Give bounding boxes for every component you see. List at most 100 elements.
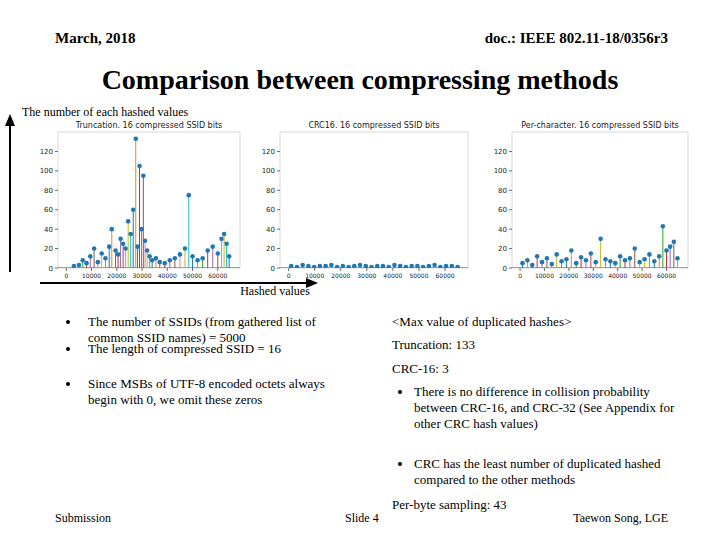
x-tick [314, 268, 315, 271]
stem [133, 210, 134, 268]
data-group [512, 224, 688, 268]
stem [115, 251, 116, 268]
marker [664, 248, 669, 253]
marker [520, 261, 525, 266]
y-tick-label: 100 [494, 167, 507, 175]
marker [540, 260, 545, 265]
y-tick [509, 151, 512, 152]
marker [306, 264, 311, 268]
y-tick [277, 170, 280, 171]
x-tick [593, 268, 594, 271]
x-tick [418, 268, 419, 271]
marker [109, 227, 114, 232]
x-tick [617, 268, 618, 271]
marker [375, 264, 380, 268]
x-tick-label: 0 [287, 272, 291, 279]
marker [598, 237, 603, 242]
y-arrow-line [9, 124, 11, 272]
x-tick-label: 50000 [183, 272, 202, 279]
marker [329, 263, 334, 268]
y-tick [55, 151, 58, 152]
header-doc: doc.: IEEE 802.11-18/0356r3 [485, 30, 668, 46]
x-tick-label: 60000 [436, 272, 455, 279]
marker [637, 260, 642, 265]
marker [215, 251, 220, 256]
stem [600, 239, 601, 268]
marker [647, 252, 652, 257]
marker [190, 254, 195, 259]
header-date: March, 2018 [55, 30, 136, 46]
marker [186, 193, 191, 198]
x-tick [66, 268, 67, 271]
y-tick [55, 229, 58, 230]
marker [195, 258, 200, 263]
y-tick-label: 60 [44, 206, 53, 214]
marker [318, 264, 323, 268]
stem [135, 139, 136, 268]
stem [125, 249, 126, 268]
y-tick [509, 190, 512, 191]
x-tick [544, 268, 545, 271]
marker [205, 248, 210, 253]
axis-arrows [5, 114, 318, 288]
marker [346, 265, 351, 268]
x-tick [340, 268, 341, 271]
marker [116, 252, 121, 257]
x-arrow-head [306, 278, 318, 288]
stem [130, 234, 131, 268]
marker [118, 237, 123, 242]
marker [432, 263, 437, 268]
marker [427, 264, 432, 268]
stem [571, 251, 572, 268]
y-caption: The number of each hashed values [22, 105, 188, 119]
stem [207, 251, 208, 268]
marker [96, 260, 101, 265]
marker [525, 258, 530, 263]
marker [113, 248, 118, 253]
y-tick [509, 248, 512, 249]
marker [415, 264, 420, 268]
marker [131, 207, 136, 212]
marker [559, 259, 564, 264]
x-tick [91, 268, 92, 271]
marker [289, 264, 294, 268]
stem [662, 226, 663, 268]
marker [222, 232, 227, 237]
bullet [66, 347, 70, 351]
chart-title: CRC16. 16 compressed SSID bits [308, 121, 439, 130]
x-tick [192, 268, 193, 271]
marker [99, 251, 104, 256]
y-tick [277, 268, 280, 269]
x-tick [392, 268, 393, 271]
marker [323, 264, 328, 268]
stem [137, 247, 138, 268]
y-arrow-head [5, 114, 15, 126]
x-tick-label: 10000 [305, 272, 324, 279]
marker [178, 252, 183, 257]
x-tick-label: 20000 [331, 272, 350, 279]
marker [530, 263, 535, 268]
marker [618, 254, 623, 259]
x-tick-label: 20000 [559, 272, 578, 279]
marker [227, 254, 232, 259]
marker [300, 263, 305, 268]
marker [564, 257, 569, 262]
y-tick [277, 209, 280, 210]
x-tick-label: 50000 [409, 272, 428, 279]
y-tick-label: 120 [262, 148, 275, 156]
y-tick-label: 80 [266, 187, 275, 195]
y-tick-label: 80 [44, 187, 53, 195]
marker [147, 254, 152, 259]
marker [652, 259, 657, 264]
marker [398, 264, 403, 268]
x-tick-label: 10000 [535, 272, 554, 279]
x-tick-label: 0 [518, 272, 522, 279]
marker [444, 264, 449, 268]
chart: Per-character. 16 compressed SSID bits02… [494, 121, 688, 279]
marker [183, 246, 188, 251]
right-last: Per-byte sampling: 43 [392, 497, 692, 513]
y-tick [277, 151, 280, 152]
x-tick [142, 268, 143, 271]
marker [363, 264, 368, 268]
marker [589, 251, 594, 256]
